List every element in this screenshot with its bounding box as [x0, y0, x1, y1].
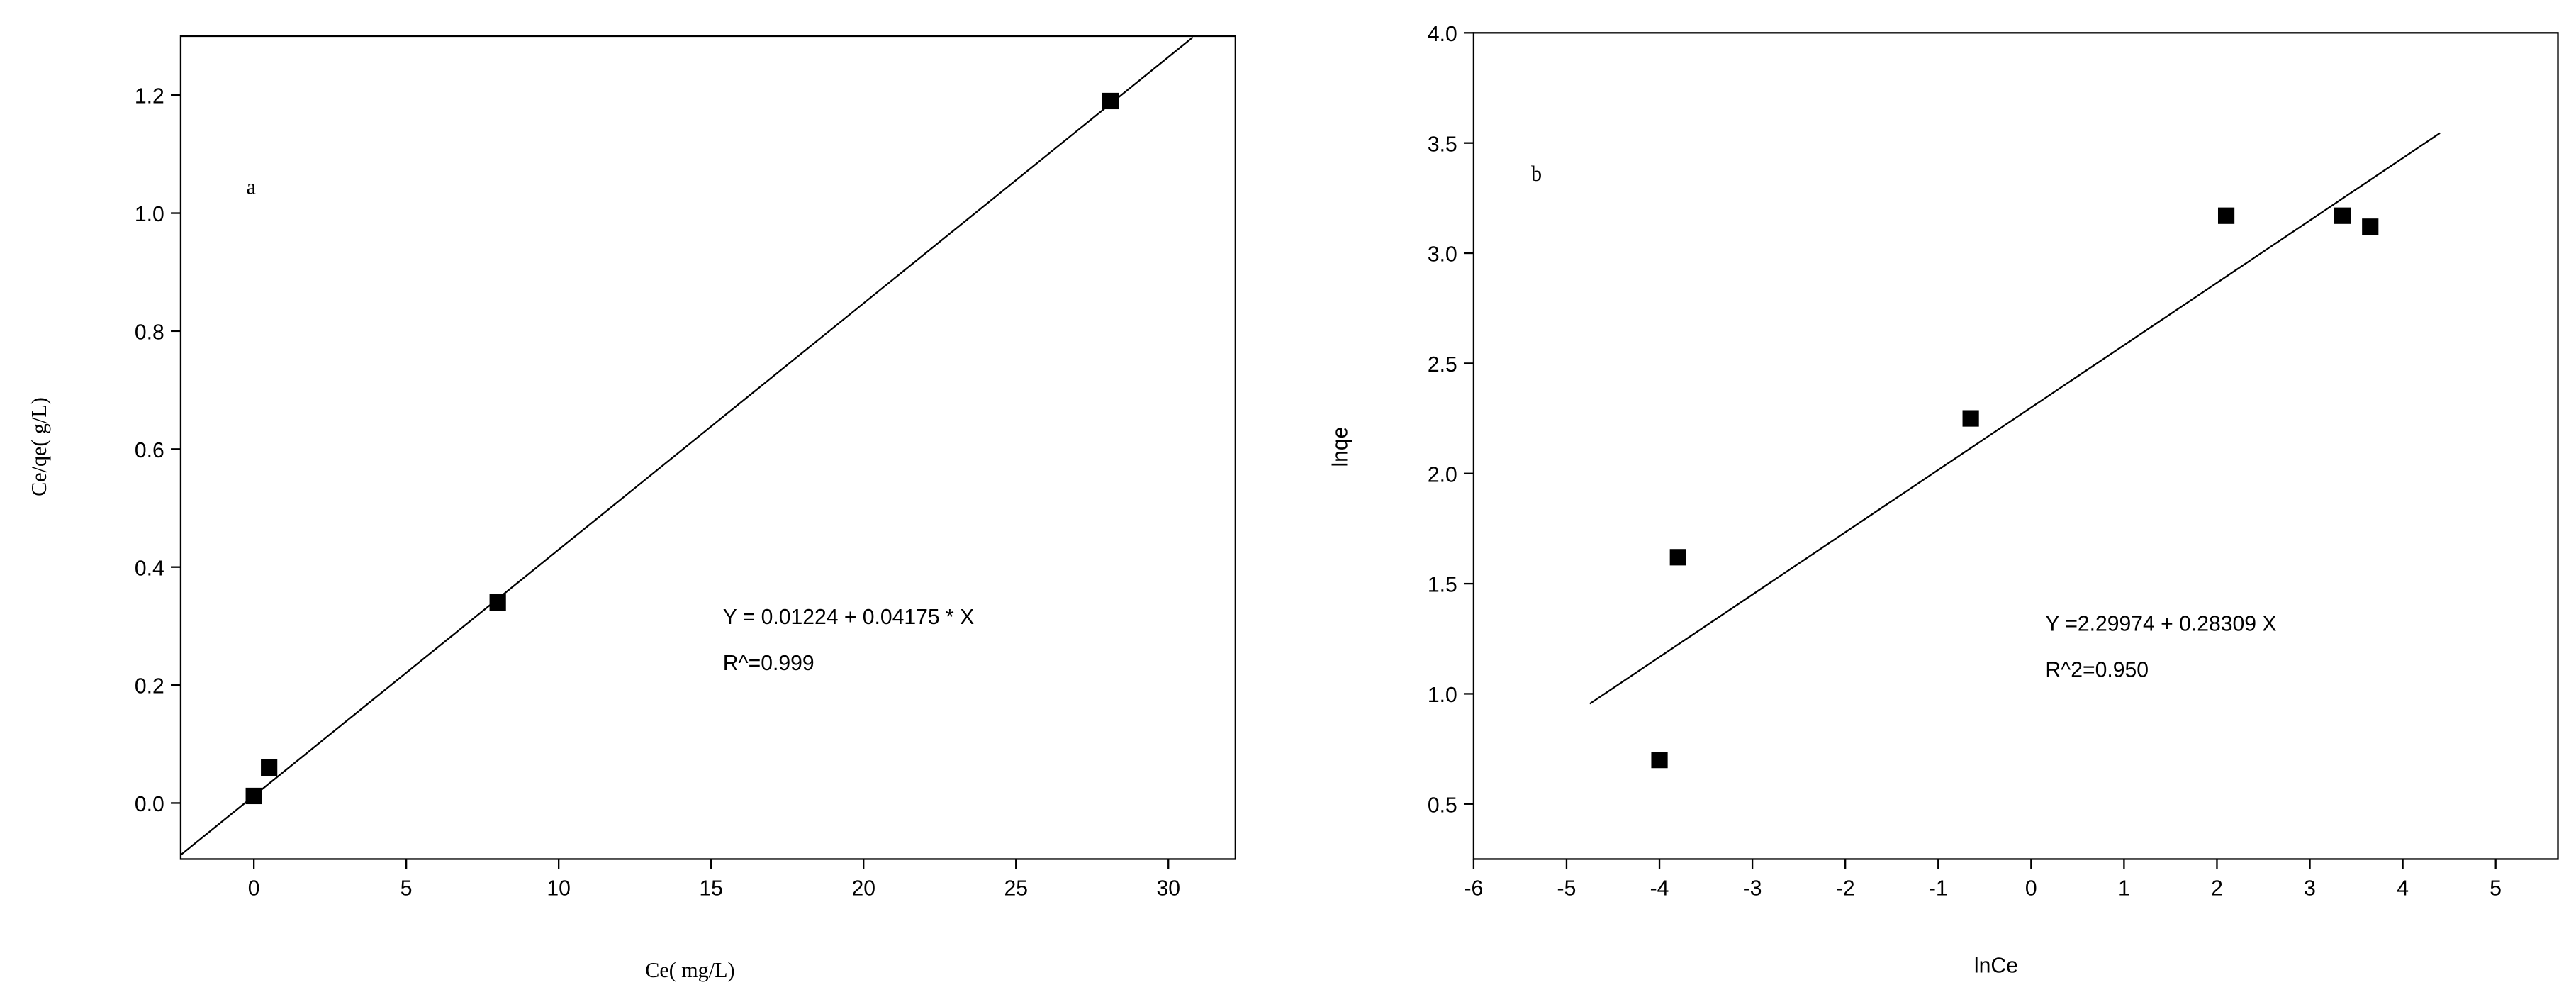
x-tick-label: 25 [1004, 876, 1028, 900]
y-tick-label: 0.5 [1428, 794, 1457, 817]
y-tick-label: 0.0 [135, 793, 164, 816]
x-tick-label: -3 [1743, 876, 1762, 900]
point [261, 759, 278, 776]
y-tick-label: 1.0 [135, 203, 164, 226]
annotation: Y =2.29974 + 0.28309 X [2045, 613, 2276, 636]
point [1102, 92, 1119, 110]
x-tick-label: 20 [851, 876, 875, 900]
x-tick-label: 15 [699, 876, 723, 900]
y-tick-label: 3.5 [1428, 133, 1457, 156]
y-tick-label: 0.4 [135, 557, 164, 580]
point [1669, 549, 1686, 566]
y-axis-label: lnqe [1328, 427, 1352, 467]
x-tick-label: 0 [2025, 876, 2037, 900]
y-tick-label: 0.8 [135, 321, 164, 345]
x-tick-label: 10 [547, 876, 571, 900]
y-tick-label: 3.0 [1428, 243, 1457, 267]
point [489, 594, 506, 611]
y-tick-label: 2.5 [1428, 353, 1457, 377]
x-tick-label: 5 [2490, 876, 2502, 900]
x-axis-label: lnCe [1974, 954, 2018, 977]
point [245, 787, 262, 805]
x-tick-label: 3 [2304, 876, 2316, 900]
annotation: b [1531, 162, 1542, 186]
y-tick-label: 0.6 [135, 439, 164, 462]
y-tick-label: 1.0 [1428, 684, 1457, 707]
annotation: R^2=0.950 [2045, 658, 2149, 681]
y-axis-label: Ce/qe( g/L) [27, 397, 51, 496]
point [1962, 410, 1979, 427]
point [2217, 207, 2235, 224]
x-tick-label: -2 [1836, 876, 1855, 900]
annotation: Y = 0.01224 + 0.04175 * X [723, 606, 974, 629]
y-tick-label: 1.5 [1428, 574, 1457, 597]
y-tick-label: 0.2 [135, 675, 164, 698]
y-tick-label: 4.0 [1428, 23, 1457, 46]
x-tick-label: 2 [2211, 876, 2223, 900]
x-tick-label: -6 [1464, 876, 1483, 900]
plot-frame [179, 35, 1236, 860]
plot-frame [1472, 32, 2559, 860]
point [2334, 207, 2351, 224]
y-tick-label: 2.0 [1428, 463, 1457, 486]
x-tick-label: 1 [2118, 876, 2130, 900]
point [2362, 218, 2379, 235]
x-tick-label: -4 [1650, 876, 1669, 900]
x-tick-label: 5 [401, 876, 413, 900]
x-axis-label: Ce( mg/L) [645, 958, 734, 982]
point [1651, 752, 1668, 769]
x-tick-label: -1 [1929, 876, 1948, 900]
fit-line [180, 36, 1194, 856]
fit-line [1589, 132, 2441, 705]
y-tick-label: 1.2 [135, 85, 164, 108]
x-tick-label: 0 [248, 876, 260, 900]
x-tick-label: -5 [1557, 876, 1577, 900]
x-tick-label: 4 [2397, 876, 2409, 900]
x-tick-label: 30 [1156, 876, 1180, 900]
annotation: R^=0.999 [723, 652, 814, 675]
annotation: a [247, 174, 256, 199]
